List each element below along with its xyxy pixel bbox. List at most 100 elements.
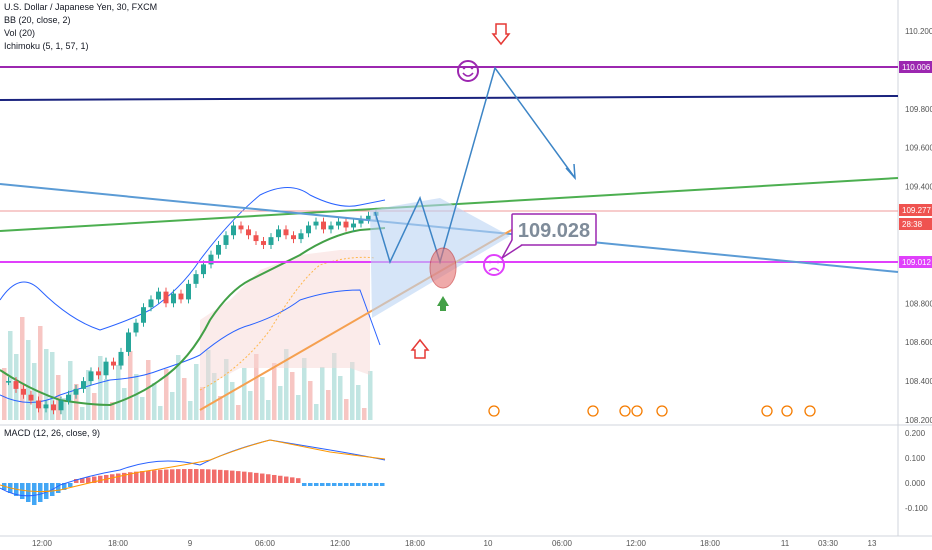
volume-bar xyxy=(122,388,127,420)
volume-bar xyxy=(296,395,301,420)
time-axis[interactable]: 12:00 18:00 9 06:00 12:00 18:00 10 06:00 12:00 18… xyxy=(32,539,877,548)
macd-histogram-bar xyxy=(134,471,139,483)
candle-body xyxy=(163,291,169,304)
candle-body xyxy=(328,225,334,230)
volume-bar xyxy=(62,398,67,420)
candle-body xyxy=(43,404,49,409)
volume-bar xyxy=(80,407,85,420)
candle-body xyxy=(208,254,214,265)
volume-bar xyxy=(368,371,373,420)
time-tick: 12:00 xyxy=(330,539,351,548)
volume-bar xyxy=(20,317,25,420)
candle-body xyxy=(291,235,296,240)
macd-histogram-bar xyxy=(80,478,85,483)
callout-label: 109.028 xyxy=(518,220,590,242)
macd-histogram-bar xyxy=(362,483,367,486)
indicator-ichimoku-label[interactable]: Ichimoku (5, 1, 57, 1) xyxy=(4,41,89,51)
event-marker[interactable] xyxy=(656,405,668,417)
callout-box[interactable] xyxy=(511,213,597,246)
macd-histogram-bar xyxy=(368,483,373,486)
projection-path[interactable] xyxy=(374,66,576,265)
candle-body xyxy=(51,404,56,411)
callout-tail xyxy=(501,239,523,259)
volume-bar xyxy=(302,358,307,420)
event-marker[interactable] xyxy=(488,405,500,417)
event-marker[interactable] xyxy=(631,405,643,417)
macd-histogram-bar xyxy=(380,483,385,486)
macd-histogram-bar xyxy=(284,476,289,483)
volume-bar xyxy=(320,367,325,420)
indicator-macd-label[interactable]: MACD (12, 26, close, 9) xyxy=(4,428,101,438)
macd-histogram-bar xyxy=(290,477,295,483)
event-marker[interactable] xyxy=(619,405,631,417)
macd-axis: 0.200 0.100 0.000 -0.100 xyxy=(905,429,928,513)
candle-body xyxy=(321,221,326,230)
macd-histogram-bar xyxy=(200,469,205,483)
volume-bar xyxy=(134,374,139,420)
price-tag-label: 109.012 xyxy=(902,258,931,267)
macd-histogram-bar xyxy=(122,472,127,483)
candle-body xyxy=(73,388,79,395)
candle-body xyxy=(358,219,364,224)
event-marker[interactable] xyxy=(761,405,773,417)
macd-histogram-bar xyxy=(170,469,175,483)
hand-pointing-down-icon xyxy=(491,23,511,46)
time-tick: 13 xyxy=(868,539,877,548)
macd-histogram-bar xyxy=(62,483,67,490)
candle-body xyxy=(103,361,109,376)
candle-body xyxy=(171,293,176,304)
time-tick: 18:00 xyxy=(700,539,721,548)
volume-bar xyxy=(164,369,169,420)
resistance-line-navy[interactable] xyxy=(0,95,899,101)
price-tag-label: 28:38 xyxy=(902,220,923,229)
candle-body xyxy=(133,322,139,333)
macd-histogram-bar xyxy=(350,483,355,486)
volume-bar xyxy=(230,382,235,420)
candle-body xyxy=(253,235,259,242)
volume-bar xyxy=(50,352,55,420)
indicator-vol-label[interactable]: Vol (20) xyxy=(4,28,36,38)
volume-bar xyxy=(314,404,319,420)
candle-body xyxy=(216,244,221,255)
macd-histogram-bar xyxy=(218,469,223,483)
volume-bar xyxy=(326,390,331,420)
hand-pointing-up-icon xyxy=(410,338,430,359)
event-marker[interactable] xyxy=(587,405,599,417)
price-tag-bg xyxy=(899,256,932,268)
macd-histogram-bar xyxy=(224,470,229,483)
macd-histogram-bar xyxy=(128,472,133,483)
macd-histogram-bar xyxy=(74,479,79,483)
price-tick: 109.800 xyxy=(905,105,932,114)
event-marker[interactable] xyxy=(804,405,816,417)
time-tick: 12:00 xyxy=(626,539,647,548)
candle-body xyxy=(141,307,146,323)
volume-bar xyxy=(224,359,229,420)
macd-histogram-bar xyxy=(248,472,253,483)
macd-histogram-bar xyxy=(20,483,25,499)
macd-histogram-bar xyxy=(308,483,313,486)
candle-body xyxy=(178,293,184,300)
macd-histogram-bar xyxy=(38,483,43,502)
candle-body xyxy=(28,394,34,401)
candle-body xyxy=(81,381,86,389)
economic-events[interactable] xyxy=(488,405,816,417)
candle-body xyxy=(298,233,304,240)
candle-body xyxy=(201,264,206,275)
macd-histogram-bar xyxy=(98,475,103,483)
macd-histogram-bar xyxy=(116,473,121,483)
candle-body xyxy=(148,299,154,308)
event-marker[interactable] xyxy=(781,405,793,417)
price-tick: 109.400 xyxy=(905,183,932,192)
macd-histogram-bar xyxy=(302,483,307,486)
volume-bar xyxy=(350,362,355,420)
target-ellipse[interactable] xyxy=(429,247,457,289)
macd-tick: -0.100 xyxy=(905,504,928,513)
candle-body xyxy=(246,229,251,236)
indicator-bb-label[interactable]: BB (20, close, 2) xyxy=(4,15,71,25)
price-tag-label: 109.277 xyxy=(902,206,931,215)
volume-bar xyxy=(266,400,271,420)
signal-line xyxy=(0,439,386,493)
macd-histogram-bar xyxy=(266,474,271,483)
macd-tick: 0.100 xyxy=(905,454,926,463)
